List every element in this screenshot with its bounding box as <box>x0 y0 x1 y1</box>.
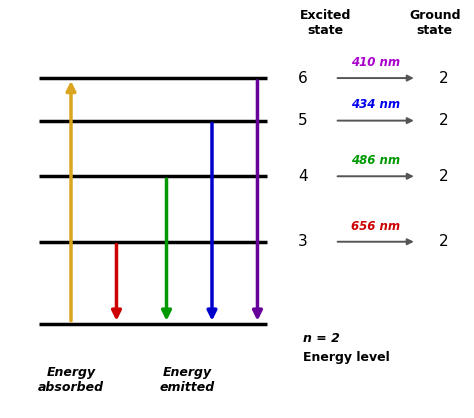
Text: 4: 4 <box>298 169 308 184</box>
Text: 434 nm: 434 nm <box>351 99 400 112</box>
Text: Energy level: Energy level <box>303 352 390 364</box>
Text: 2: 2 <box>439 169 449 184</box>
Text: Energy
emitted: Energy emitted <box>159 366 215 394</box>
Text: Ground
state: Ground state <box>409 9 461 37</box>
Text: 2: 2 <box>439 71 449 86</box>
Text: 2: 2 <box>439 234 449 249</box>
Text: 410 nm: 410 nm <box>351 56 400 69</box>
Text: 5: 5 <box>298 113 308 128</box>
Text: 2: 2 <box>439 113 449 128</box>
Text: 6: 6 <box>298 71 308 86</box>
Text: 3: 3 <box>298 234 308 249</box>
Text: Energy
absorbed: Energy absorbed <box>38 366 104 394</box>
Text: n = 2: n = 2 <box>303 332 340 345</box>
Text: 486 nm: 486 nm <box>351 154 400 167</box>
Text: Excited
state: Excited state <box>300 9 351 37</box>
Text: 656 nm: 656 nm <box>351 219 400 232</box>
